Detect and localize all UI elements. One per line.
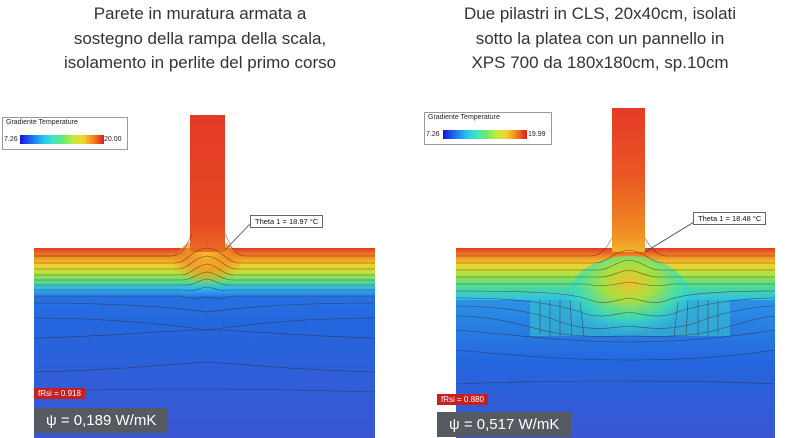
left-theta-leader	[224, 221, 253, 251]
left-panel: Parete in muratura armata a sostegno del…	[0, 2, 400, 438]
right-psi-value: ψ = 0,517 W/mK	[437, 412, 572, 437]
left-legend-title: Gradiente Temperature	[6, 119, 78, 126]
right-theta-leader	[644, 221, 695, 253]
right-legend-title: Gradiente Temperature	[428, 114, 500, 121]
right-caption-line-3: XPS 700 da 180x180cm, sp.10cm	[471, 53, 729, 72]
left-wall-column	[190, 115, 225, 252]
right-caption: Due pilastri in CLS, 20x40cm, isolati so…	[400, 2, 800, 76]
right-caption-line-2: sotto la platea con un pannello in	[475, 28, 725, 48]
left-frsi-badge: fRsi = 0.918	[34, 388, 85, 399]
right-caption-line-1: Due pilastri in CLS, 20x40cm, isolati	[463, 4, 737, 23]
left-theta-label: Theta 1 = 18.97 °C	[250, 215, 324, 228]
right-thermal-simulation	[455, 108, 776, 438]
right-legend	[424, 112, 552, 145]
right-frsi-badge: fRsi = 0.880	[437, 394, 488, 405]
left-legend-max: 20.00	[104, 136, 122, 143]
left-heat-bulb	[173, 238, 241, 298]
right-column	[612, 108, 645, 252]
left-caption: Parete in muratura armata a sostegno del…	[0, 2, 400, 76]
right-legend-colorbar	[443, 130, 527, 139]
left-legend-colorbar	[20, 135, 104, 144]
right-legend-min: 7.26	[426, 131, 440, 138]
right-theta-label: Theta 1 = 18.48 °C	[693, 212, 767, 225]
left-legend-min: 7.26	[4, 136, 18, 143]
right-isotherms	[455, 237, 776, 385]
left-isotherms	[33, 233, 376, 393]
left-legend	[2, 117, 128, 150]
left-caption-line-2: sostegno della rampa della scala,	[73, 28, 327, 48]
left-thermal-simulation	[33, 115, 376, 438]
left-caption-line-3: isolamento in perlite del primo corso	[63, 53, 337, 72]
left-caption-line-1: Parete in muratura armata a	[93, 4, 307, 23]
left-psi-value: ψ = 0,189 W/mK	[34, 408, 169, 433]
right-panel: Due pilastri in CLS, 20x40cm, isolati so…	[400, 0, 800, 438]
right-heat-bulb	[567, 256, 691, 344]
right-legend-max: 19.99	[528, 131, 546, 138]
